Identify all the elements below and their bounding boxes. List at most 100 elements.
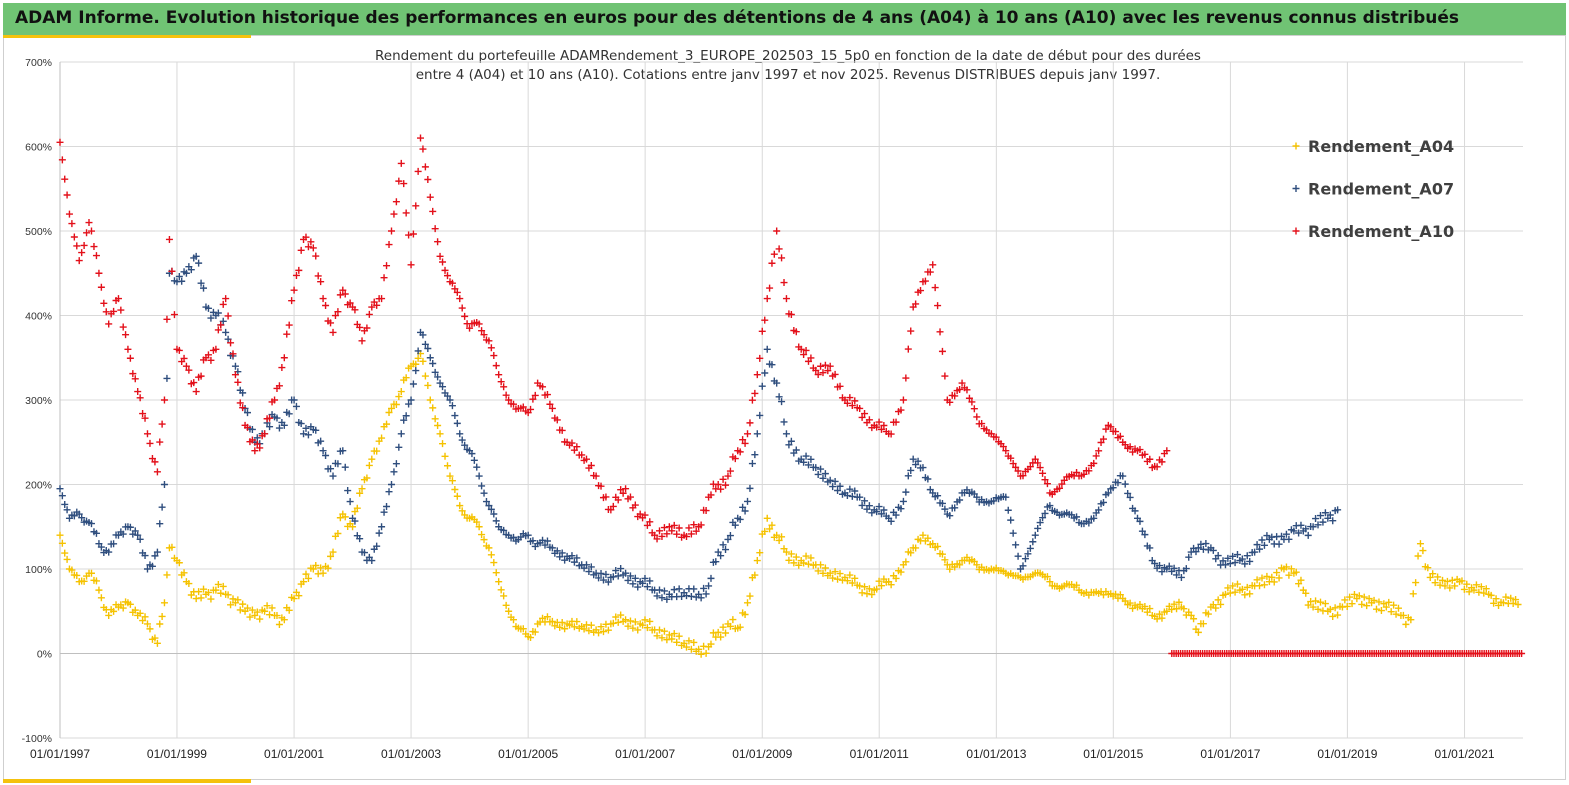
data-point-a10 (519, 403, 527, 411)
data-point-a10 (490, 352, 498, 360)
data-point-a04 (500, 592, 508, 600)
data-point-a07 (1114, 479, 1122, 487)
data-point-a04 (1377, 607, 1385, 615)
data-point-a07 (558, 549, 566, 557)
legend-label-a10: Rendement_A10 (1308, 222, 1454, 241)
data-point-a10 (134, 388, 142, 396)
data-point-a04 (902, 558, 910, 566)
data-point-a07 (1233, 551, 1241, 559)
data-point-a04 (697, 650, 705, 658)
data-point-a04 (1407, 616, 1415, 624)
data-point-a10 (261, 430, 269, 438)
data-point-a07 (658, 594, 666, 602)
data-point-a07 (453, 419, 461, 427)
data-point-a10 (1007, 454, 1015, 462)
data-point-a10 (110, 307, 118, 315)
data-point-a07 (105, 548, 113, 556)
data-point-a04 (304, 574, 312, 582)
data-point-a07 (946, 512, 954, 520)
data-point-a10 (670, 521, 678, 529)
data-point-a07 (1073, 513, 1081, 521)
data-point-a07 (656, 586, 664, 594)
data-point-a04 (1509, 599, 1517, 607)
data-point-a10 (722, 481, 730, 489)
data-point-a10 (319, 295, 327, 303)
data-point-a07 (909, 455, 917, 463)
data-point-a04 (585, 627, 593, 635)
data-point-a07 (929, 489, 937, 497)
data-point-a10 (500, 383, 508, 391)
data-point-a10 (1090, 459, 1098, 467)
data-point-a10 (626, 493, 634, 501)
data-point-a10 (453, 288, 461, 296)
data-point-a04 (1502, 593, 1510, 601)
y-tick-label: 600% (25, 142, 52, 154)
data-point-a10 (214, 326, 222, 334)
data-point-a04 (1436, 581, 1444, 589)
data-point-a07 (1197, 540, 1205, 548)
data-point-a07 (407, 396, 415, 404)
data-point-a04 (1180, 605, 1188, 613)
data-point-a10 (229, 350, 237, 358)
legend-marker-a04 (1292, 142, 1300, 150)
data-point-a04 (429, 404, 437, 412)
data-point-a07 (1209, 546, 1217, 554)
data-point-a04 (719, 623, 727, 631)
data-point-a04 (441, 452, 449, 460)
data-point-a07 (595, 574, 603, 582)
data-point-a07 (780, 418, 788, 426)
data-point-a04 (195, 588, 203, 596)
data-point-a07 (751, 451, 759, 459)
data-point-a10 (368, 303, 376, 311)
legend-marker-a07 (1292, 185, 1300, 192)
data-point-a04 (502, 601, 510, 609)
data-point-a10 (331, 312, 339, 320)
data-point-a04 (126, 600, 134, 608)
data-point-a10 (417, 134, 425, 142)
data-point-a04 (444, 462, 451, 470)
data-point-a07 (70, 512, 78, 520)
data-point-a04 (431, 415, 439, 423)
data-point-a10 (736, 448, 744, 456)
data-point-a04 (1499, 599, 1507, 607)
data-point-a07 (58, 492, 66, 500)
data-point-a10 (697, 521, 705, 529)
data-point-a10 (546, 400, 554, 408)
data-point-a10 (1112, 428, 1120, 436)
data-point-a10 (548, 404, 556, 412)
data-point-a07 (800, 458, 808, 466)
data-point-a04 (1365, 595, 1373, 603)
data-point-a07 (848, 492, 856, 500)
data-point-a04 (629, 624, 637, 632)
data-point-a04 (473, 518, 481, 526)
data-point-a04 (622, 616, 630, 624)
data-point-a07 (156, 520, 164, 528)
data-point-a07 (87, 520, 95, 528)
data-point-a04 (1458, 577, 1466, 585)
data-point-a04 (217, 589, 225, 597)
data-point-a10 (873, 423, 881, 431)
data-point-a07 (253, 434, 261, 442)
data-point-a10 (146, 439, 154, 447)
data-point-a10 (1107, 423, 1115, 431)
data-point-a10 (558, 426, 566, 434)
data-point-a07 (1024, 550, 1032, 558)
data-point-a10 (1041, 476, 1049, 484)
data-point-a07 (1260, 541, 1268, 549)
data-point-a04 (458, 507, 466, 515)
data-point-a04 (1434, 573, 1442, 581)
x-tick-label: 01/01/2001 (264, 747, 324, 761)
data-point-a04 (877, 582, 885, 590)
data-point-a04 (1480, 589, 1488, 597)
data-point-a07 (195, 259, 203, 267)
data-point-a07 (631, 574, 639, 582)
data-point-a07 (599, 576, 607, 584)
data-point-a07 (207, 314, 215, 322)
data-point-a07 (266, 423, 274, 431)
data-point-a04 (658, 634, 666, 642)
data-point-a10 (100, 299, 108, 307)
data-point-a07 (1156, 562, 1164, 570)
data-point-a07 (244, 409, 252, 417)
data-point-a07 (392, 460, 400, 468)
data-point-a10 (1102, 425, 1110, 433)
